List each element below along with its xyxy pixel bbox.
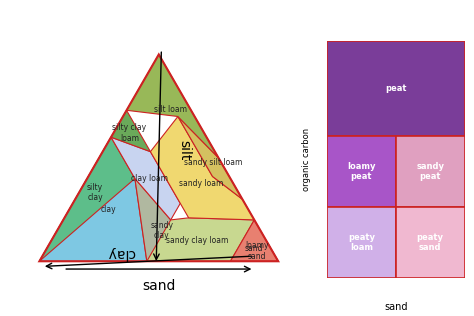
Text: clay loam: clay loam: [131, 173, 168, 183]
FancyBboxPatch shape: [327, 207, 396, 278]
Polygon shape: [135, 179, 195, 261]
Polygon shape: [39, 137, 147, 261]
Text: silt: silt: [178, 140, 192, 160]
FancyBboxPatch shape: [327, 41, 465, 136]
Text: silty
clay: silty clay: [87, 183, 103, 202]
Polygon shape: [150, 117, 255, 220]
Text: sandy silt loam: sandy silt loam: [183, 158, 242, 167]
FancyBboxPatch shape: [396, 136, 465, 207]
Polygon shape: [127, 54, 219, 158]
Polygon shape: [111, 110, 150, 152]
FancyBboxPatch shape: [396, 207, 465, 278]
Text: peat: peat: [385, 84, 407, 93]
Text: sand: sand: [384, 302, 408, 312]
Text: clay: clay: [107, 246, 135, 260]
Text: organic carbon: organic carbon: [302, 128, 311, 191]
Text: sandy
peat: sandy peat: [416, 162, 444, 181]
Text: sandy
clay: sandy clay: [150, 221, 173, 240]
Text: sand: sand: [142, 279, 175, 294]
Text: sandy clay loam: sandy clay loam: [166, 236, 229, 245]
Text: clay: clay: [100, 205, 116, 214]
Polygon shape: [147, 218, 255, 261]
Text: silty clay
loam: silty clay loam: [112, 123, 146, 143]
Polygon shape: [178, 117, 242, 199]
FancyBboxPatch shape: [327, 136, 396, 207]
Polygon shape: [230, 220, 278, 261]
Text: loamy
sand: loamy sand: [246, 241, 269, 261]
Text: loamy
peat: loamy peat: [347, 162, 376, 181]
Polygon shape: [39, 137, 135, 261]
Text: peaty
sand: peaty sand: [417, 233, 444, 252]
Polygon shape: [111, 137, 180, 220]
Text: peaty
loam: peaty loam: [348, 233, 375, 252]
Text: silt loam: silt loam: [154, 105, 187, 114]
Text: sand: sand: [245, 244, 264, 253]
Text: sandy loam: sandy loam: [179, 179, 223, 188]
Polygon shape: [242, 240, 278, 261]
